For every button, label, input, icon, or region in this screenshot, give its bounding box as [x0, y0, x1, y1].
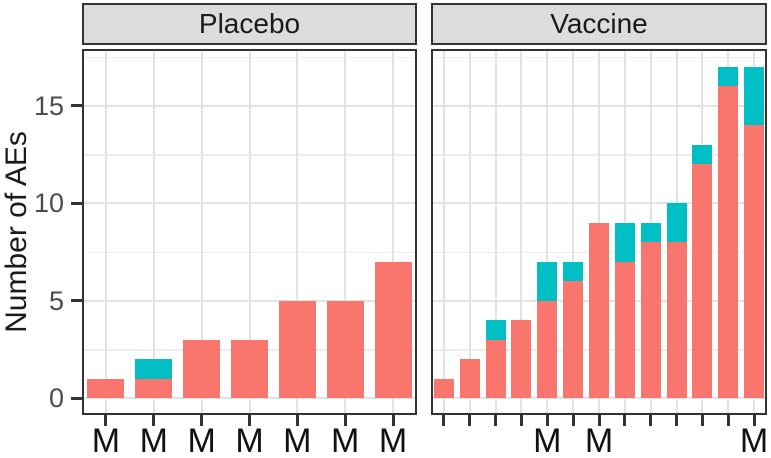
x-axis-tick-mark: [545, 415, 549, 426]
bar-segment-primary: [563, 281, 584, 399]
bar-segment-secondary: [614, 222, 635, 262]
x-axis-tick-mark: [494, 415, 498, 426]
bar-segment-primary: [511, 320, 532, 399]
facet-strip-label: Vaccine: [550, 8, 648, 39]
bar-segment-primary: [183, 339, 221, 399]
gridline-major-vertical: [296, 49, 299, 415]
x-axis-tick-mark: [104, 415, 108, 426]
bar-segment-secondary: [537, 261, 558, 301]
x-axis-tick-label: M: [139, 422, 168, 458]
bar-segment-primary: [326, 300, 364, 399]
bar-segment-secondary: [666, 203, 687, 243]
y-axis-tick-mark: [71, 396, 82, 400]
x-axis-tick-label: M: [378, 422, 408, 458]
bar-segment-secondary: [744, 66, 765, 126]
y-axis-tick-label: 0: [48, 383, 64, 414]
x-axis-tick-mark: [295, 415, 299, 426]
y-axis-tick-mark: [71, 201, 82, 205]
bar-segment-primary: [744, 125, 765, 399]
x-axis-tick-mark: [649, 415, 653, 426]
x-axis-tick-label: M: [187, 422, 216, 458]
bar-segment-secondary: [563, 261, 584, 282]
gridline-major-vertical: [152, 49, 155, 415]
bar-segment-secondary: [718, 66, 739, 87]
bar-segment-primary: [459, 359, 480, 399]
bar-segment-primary: [433, 378, 454, 399]
bar-segment-primary: [230, 339, 269, 399]
bar-segment-secondary: [135, 359, 173, 379]
x-axis-tick-mark: [519, 415, 523, 426]
facet-strip-placebo: Placebo: [82, 3, 417, 45]
gridline-major-vertical: [200, 49, 203, 415]
bar-segment-primary: [485, 339, 506, 399]
facet-strip-label: Placebo: [198, 8, 301, 39]
gridline-major-vertical: [104, 49, 107, 415]
x-axis-tick-mark: [442, 415, 446, 426]
facet-strip-vaccine: Vaccine: [431, 3, 767, 45]
gridline-major-vertical: [392, 49, 395, 415]
y-axis-tick-mark: [71, 299, 82, 303]
y-axis-tick-label: 10: [33, 188, 64, 219]
bar-segment-primary: [666, 242, 687, 399]
bar-segment-primary: [374, 261, 412, 399]
gridline-major-vertical: [572, 49, 575, 415]
facet-panel-vaccine: [431, 49, 767, 415]
bar-segment-primary: [692, 164, 713, 399]
x-axis-tick-mark: [700, 415, 704, 426]
x-axis-tick-mark: [752, 415, 756, 426]
x-axis-tick-mark: [468, 415, 472, 426]
bar-segment-primary: [278, 300, 316, 399]
y-axis-tick-mark: [71, 104, 82, 108]
y-axis-tick-label: 5: [48, 285, 64, 316]
bar-segment-primary: [87, 378, 125, 399]
gridline-major-vertical: [248, 49, 251, 415]
x-axis-tick-label: M: [533, 422, 562, 458]
gridline-major-vertical: [494, 49, 497, 415]
x-axis-tick-mark: [597, 415, 601, 426]
x-axis-tick-label: M: [283, 422, 312, 458]
bar-segment-primary: [135, 378, 173, 399]
bar-segment-primary: [588, 222, 609, 399]
bar-segment-secondary: [692, 144, 713, 165]
bar-segment-secondary: [640, 222, 661, 243]
gridline-major-vertical: [468, 49, 471, 415]
x-axis-tick-mark: [726, 415, 730, 426]
x-axis-tick-label: M: [584, 422, 614, 458]
bar-segment-secondary: [485, 320, 506, 340]
gridline-major-vertical: [546, 49, 549, 415]
bar-segment-primary: [614, 261, 635, 399]
bar-segment-primary: [537, 300, 558, 399]
x-axis-tick-mark: [675, 415, 679, 426]
x-axis-tick-mark: [200, 415, 204, 426]
facet-panel-placebo: [82, 49, 417, 415]
gridline-major-vertical: [344, 49, 347, 415]
bar-segment-primary: [718, 86, 739, 399]
x-axis-tick-mark: [152, 415, 156, 426]
gridline-major-vertical: [520, 49, 523, 415]
x-axis-tick-mark: [623, 415, 627, 426]
x-axis-tick-mark: [248, 415, 251, 426]
x-axis-tick-label: M: [235, 422, 264, 458]
x-axis-tick-label: M: [739, 422, 769, 458]
x-axis-tick-label: M: [331, 422, 360, 458]
bar-segment-primary: [640, 242, 661, 399]
x-axis-tick-mark: [391, 415, 395, 426]
y-axis-tick-label: 15: [33, 90, 64, 121]
x-axis-tick-mark: [343, 415, 347, 426]
x-axis-tick-label: M: [91, 422, 121, 458]
gridline-major-vertical: [442, 49, 445, 415]
x-axis-tick-mark: [571, 415, 575, 426]
